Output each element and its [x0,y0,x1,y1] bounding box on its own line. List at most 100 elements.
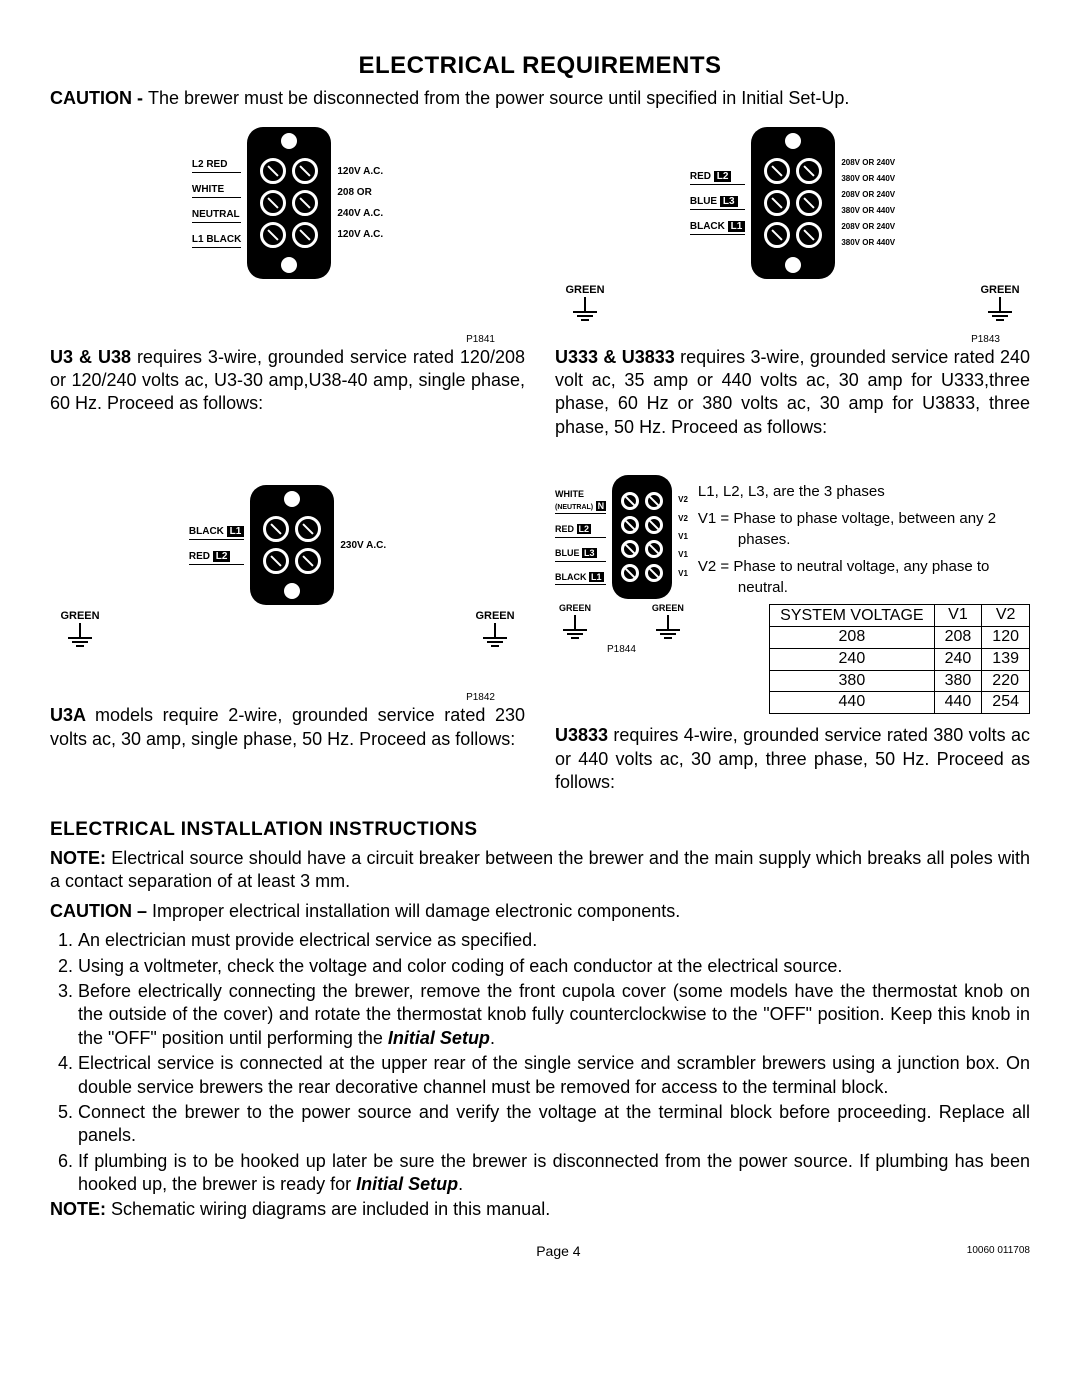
page-number: Page 4 [150,1242,967,1260]
diagram-desc: U333 & U3833 requires 3-wire, grounded s… [555,346,1030,440]
model-label: U333 & U3833 [555,347,680,367]
terminal-block-icon [751,127,835,279]
table-cell: 440 [770,692,934,714]
model-label: U3 & U38 [50,347,137,367]
diagram-u3-u38: L2 RED WHITE NEUTRAL L1 BLACK 120V A.C. … [50,127,525,327]
top-caution: CAUTION - The brewer must be disconnecte… [50,87,1030,110]
step-text: Before electrically connecting the brewe… [78,981,1030,1048]
diagram-desc: U3833 requires 4-wire, grounded service … [555,724,1030,794]
install-step: Using a voltmeter, check the voltage and… [78,955,1030,978]
wire-label: BLACK [189,526,224,537]
diagram-desc: U3 & U38 requires 3-wire, grounded servi… [50,346,525,416]
install-step: If plumbing is to be hooked up later be … [78,1150,1030,1197]
voltage-label: 208V OR 240V [841,159,895,167]
install-heading: ELECTRICAL INSTALLATION INSTRUCTIONS [50,818,1030,843]
phase-note: L1, L2, L3, are the 3 phases [738,481,1030,502]
wire-label: RED [690,171,711,182]
neutral-label: (NEUTRAL) [555,504,593,511]
caution-label: CAUTION - [50,88,148,108]
voltage-label: 208V OR 240V [841,191,895,199]
install-steps: An electrician must provide electrical s… [50,929,1030,1196]
voltage-label: 120V A.C. [337,228,383,241]
ground-icon [563,615,587,639]
desc-text: models require 2-wire, grounded service … [50,705,525,748]
model-label: U3833 [555,725,613,745]
model-label: U3A [50,705,95,725]
wire-label: BLACK [690,221,725,232]
ground-icon [988,297,1012,321]
table-cell: 240 [934,648,982,670]
install-step: Electrical service is connected at the u… [78,1052,1030,1099]
doc-id: 10060 011708 [967,1244,1030,1257]
wire-label: NEUTRAL [192,208,241,223]
ground-label: GREEN [565,284,604,296]
voltage-label: 208 OR [337,186,383,199]
voltage-tag: V2 [678,514,688,524]
diagram-ref: P1842 [50,691,525,704]
note-text: Schematic wiring diagrams are included i… [111,1199,550,1219]
table-header: SYSTEM VOLTAGE [770,605,934,627]
install-note: NOTE: Electrical source should have a ci… [50,847,1030,894]
initial-setup-label: Initial Setup [356,1174,458,1194]
wire-tag: L2 [213,551,231,562]
voltage-tag: V1 [678,532,688,542]
wire-label: BLUE [690,196,717,207]
ground-label: GREEN [60,610,99,622]
wire-label: RED [189,551,210,562]
table-row: 380380220 [770,670,1030,692]
install-step: Before electrically connecting the brewe… [78,980,1030,1050]
caution-text: The brewer must be disconnected from the… [148,88,849,108]
install-note-2: NOTE: Schematic wiring diagrams are incl… [50,1198,1030,1221]
wire-tag: L1 [728,221,746,232]
voltage-label: 240V A.C. [337,207,383,220]
wire-tag: L2 [714,171,732,182]
terminal-block-icon [250,485,334,605]
ground-icon [573,297,597,321]
wire-label: RED [555,524,574,534]
phase-note: V2 = Phase to neutral voltage, any phase… [738,556,1030,598]
ground-label: GREEN [475,610,514,622]
table-header: V2 [982,605,1030,627]
table-row: 440440254 [770,692,1030,714]
table-cell: 220 [982,670,1030,692]
table-cell: 380 [770,670,934,692]
voltage-label: 120V A.C. [337,165,383,178]
phase-note: V1 = Phase to phase voltage, between any… [738,508,1030,550]
page-title: ELECTRICAL REQUIREMENTS [50,50,1030,81]
wire-label: BLACK [555,572,587,582]
voltage-table: SYSTEM VOLTAGE V1 V2 208208120 240240139… [769,604,1030,714]
caution-text: Improper electrical installation will da… [152,901,680,921]
wire-tag: L3 [720,196,738,207]
wire-label: L2 RED [192,158,241,173]
terminal-block-icon [247,127,331,279]
ground-label: GREEN [980,284,1019,296]
caution-label: CAUTION – [50,901,152,921]
diagram-u333-u3833: RED L2 BLUE L3 BLACK L1 208V OR 240V 380… [555,127,1030,327]
wire-label: BLUE [555,548,580,558]
voltage-tag: V1 [678,550,688,560]
wire-tag: L3 [582,548,597,558]
ground-icon [656,615,680,639]
table-cell: 139 [982,648,1030,670]
wire-tag: N [596,501,607,511]
table-cell: 120 [982,626,1030,648]
ground-icon [68,623,92,647]
initial-setup-label: Initial Setup [388,1028,490,1048]
wire-tag: L1 [227,526,245,537]
wire-label: L1 BLACK [192,233,241,248]
install-step: An electrician must provide electrical s… [78,929,1030,952]
diagram-ref: P1843 [555,333,1030,346]
note-label: NOTE: [50,848,111,868]
table-row: 208208120 [770,626,1030,648]
ground-label: GREEN [652,603,684,613]
phase-notes: L1, L2, L3, are the 3 phases V1 = Phase … [698,481,1030,598]
voltage-label: 208V OR 240V [841,223,895,231]
table-cell: 208 [934,626,982,648]
desc-text: requires 4-wire, grounded service rated … [555,725,1030,792]
wire-tag: L2 [577,524,592,534]
step-text: If plumbing is to be hooked up later be … [78,1151,1030,1194]
install-step: Connect the brewer to the power source a… [78,1101,1030,1148]
voltage-label: 380V OR 440V [841,239,895,247]
voltage-label: 380V OR 440V [841,175,895,183]
terminal-block-icon [612,475,672,599]
